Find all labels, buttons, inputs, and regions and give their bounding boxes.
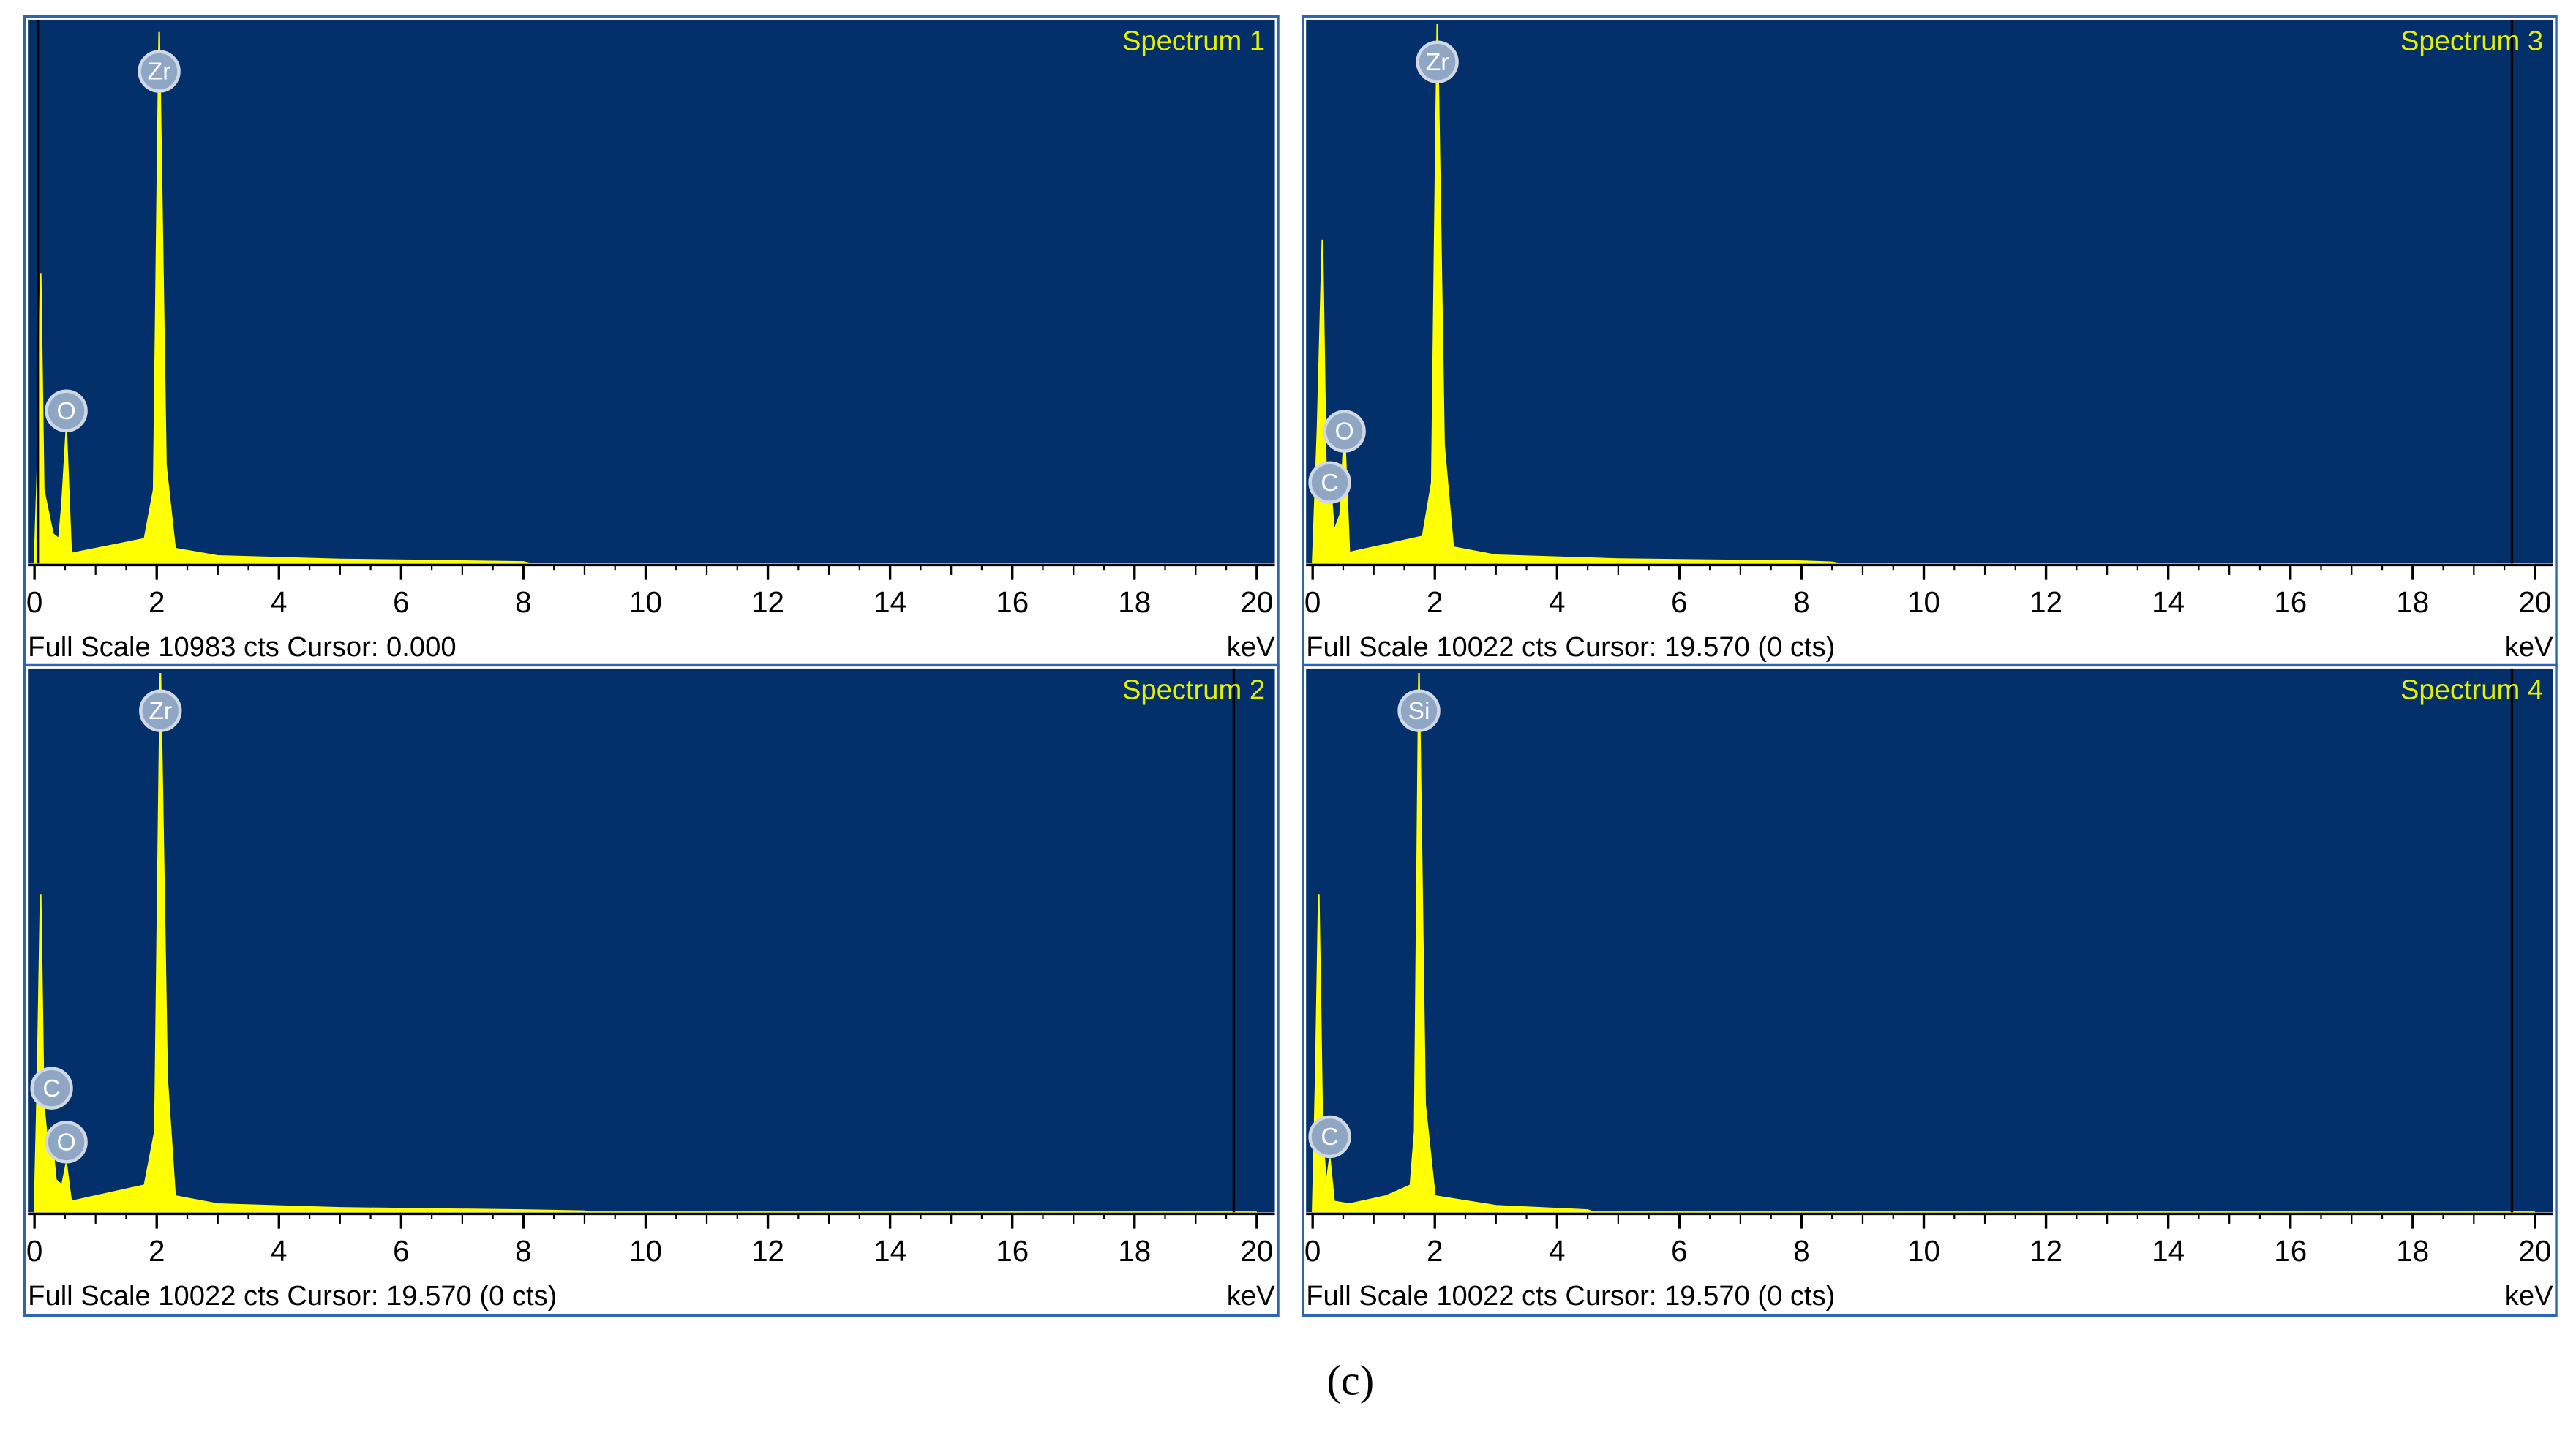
x-tick-label: 18: [1118, 1234, 1151, 1268]
x-tick-label: 14: [2152, 585, 2185, 619]
x-tick-label: 4: [1549, 1234, 1565, 1268]
peak-label: O: [56, 398, 75, 425]
spectrum-title: Spectrum 3: [2400, 25, 2543, 56]
x-tick-label: 0: [1304, 1234, 1321, 1268]
peak-label: C: [1321, 1124, 1338, 1151]
spectrum-title: Spectrum 4: [2400, 674, 2543, 705]
x-tick-label: 10: [1907, 585, 1940, 619]
x-tick-label: 2: [1427, 585, 1443, 619]
x-tick-label: 20: [1240, 585, 1273, 619]
x-tick-label: 20: [2518, 1234, 2551, 1268]
peak-label: Zr: [1426, 49, 1449, 76]
footer-status: Full Scale 10022 cts Cursor: 19.570 (0 c…: [1306, 631, 1835, 663]
x-tick-label: 14: [2152, 1234, 2185, 1268]
peak-marker: [139, 689, 182, 732]
x-tick-label: 6: [393, 585, 409, 619]
x-tick-label: 4: [271, 1234, 287, 1268]
footer-status: Full Scale 10022 cts Cursor: 19.570 (0 c…: [28, 1280, 557, 1312]
x-axis-label: keV: [2505, 1280, 2553, 1312]
x-tick-label: 12: [2029, 1234, 2062, 1268]
x-tick-label: 10: [629, 1234, 662, 1268]
x-axis-label: keV: [1227, 631, 1275, 663]
peak-marker: [1397, 689, 1441, 732]
x-tick-label: 18: [2396, 1234, 2429, 1268]
x-tick-label: 12: [751, 1234, 784, 1268]
x-tick-label: 12: [751, 585, 784, 619]
x-tick-label: 20: [2518, 585, 2551, 619]
peak-marker: [138, 50, 181, 93]
peak-marker: [45, 1121, 88, 1164]
spectrum-title: Spectrum 2: [1122, 674, 1265, 705]
caption: (c): [1326, 1356, 1374, 1404]
peak-label: C: [1321, 470, 1338, 497]
x-tick-label: 16: [996, 1234, 1029, 1268]
x-tick-label: 8: [1793, 1234, 1809, 1268]
plot-background: [28, 19, 1275, 564]
x-tick-label: 6: [1671, 1234, 1687, 1268]
x-tick-label: 14: [874, 585, 906, 619]
x-tick-label: 20: [1240, 1234, 1273, 1268]
x-tick-label: 4: [271, 585, 287, 619]
spectrum-area: [1312, 673, 2535, 1214]
peak-marker: [45, 389, 88, 432]
peak-marker: [1416, 40, 1459, 83]
peak-marker: [1308, 1115, 1351, 1159]
x-tick-label: 12: [2029, 585, 2062, 619]
spectrum-area: [34, 31, 1257, 565]
x-tick-label: 14: [874, 1234, 906, 1268]
x-tick-label: 8: [515, 585, 531, 619]
peak-label: O: [1335, 418, 1354, 445]
peak-marker: [30, 1067, 73, 1110]
peak-label: Si: [1408, 698, 1430, 725]
plot-background: [1306, 19, 2553, 564]
x-tick-label: 18: [2396, 585, 2429, 619]
peak-label: O: [56, 1129, 75, 1156]
x-axis-label: keV: [2505, 631, 2553, 663]
peak-label: Zr: [148, 59, 171, 86]
x-tick-label: 6: [393, 1234, 409, 1268]
plot-background: [28, 668, 1275, 1213]
footer-status: Full Scale 10983 cts Cursor: 0.000: [28, 631, 456, 663]
x-tick-label: 8: [515, 1234, 531, 1268]
x-tick-label: 18: [1118, 585, 1151, 619]
x-tick-label: 16: [2274, 1234, 2307, 1268]
x-tick-label: 0: [26, 1234, 42, 1268]
x-tick-label: 10: [629, 585, 662, 619]
x-tick-label: 16: [996, 585, 1029, 619]
x-tick-label: 0: [26, 585, 42, 619]
spectrum-panel: 0 2 4 6 8 10 12 14 16 18 20 keV Full Scale 10983 cts…: [23, 15, 1280, 669]
peak-label: C: [42, 1075, 60, 1102]
x-tick-label: 8: [1793, 585, 1809, 619]
x-tick-label: 4: [1549, 585, 1565, 619]
x-tick-label: 16: [2274, 585, 2307, 619]
footer-status: Full Scale 10022 cts Cursor: 19.570 (0 c…: [1306, 1280, 1835, 1312]
spectrum-panel: 0 2 4 6 8 10 12 14 16 18 20 keV Full Scale 10022 cts…: [23, 663, 1280, 1317]
x-tick-label: 2: [149, 585, 165, 619]
x-tick-label: 6: [1671, 585, 1687, 619]
peak-label: Zr: [149, 698, 172, 725]
x-tick-label: 2: [149, 1234, 165, 1268]
spectrum-panel: 0 2 4 6 8 10 12 14 16 18 20 keV Full Scale 10022 cts…: [1302, 15, 2558, 669]
x-axis-label: keV: [1227, 1280, 1275, 1312]
spectrum-title: Spectrum 1: [1122, 25, 1265, 56]
peak-marker: [1308, 461, 1351, 504]
plot-background: [1306, 668, 2553, 1213]
spectrum-panel: 0 2 4 6 8 10 12 14 16 18 20 keV Full Scale 10022 cts…: [1302, 663, 2558, 1317]
x-tick-label: 2: [1427, 1234, 1443, 1268]
x-tick-label: 10: [1907, 1234, 1940, 1268]
spectrum-area: [34, 673, 1257, 1214]
x-tick-label: 0: [1304, 585, 1321, 619]
peak-marker: [1323, 410, 1366, 453]
